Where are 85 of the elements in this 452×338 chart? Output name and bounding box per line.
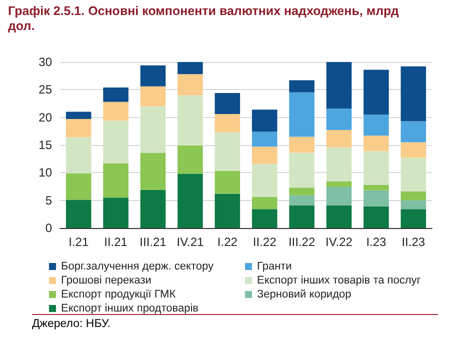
bar xyxy=(140,106,166,153)
legend-label: Грошові перекази xyxy=(61,274,152,286)
bar xyxy=(289,136,314,153)
legend-label: Експорт інших продтоварів xyxy=(61,302,199,314)
legend-label: Гранти xyxy=(257,260,292,272)
y-tick-label: 5 xyxy=(45,193,52,208)
legend-label: Борг.залучення держ. сектору xyxy=(61,260,214,272)
legend-label: Зерновий коридор xyxy=(257,288,352,300)
bar xyxy=(103,120,128,164)
x-tick-label: II.23 xyxy=(402,235,426,249)
bar xyxy=(214,92,240,114)
bar xyxy=(66,137,92,174)
bar xyxy=(178,95,203,146)
bar xyxy=(66,200,92,228)
bar xyxy=(364,136,389,152)
bar xyxy=(400,200,426,210)
bar xyxy=(178,146,203,174)
bar xyxy=(66,112,92,119)
bar xyxy=(66,118,92,138)
bar xyxy=(326,205,352,228)
legend-label: Експорт продукції ГМК xyxy=(61,288,176,300)
bar xyxy=(364,151,389,185)
bar xyxy=(66,173,92,200)
bar xyxy=(326,147,352,182)
bar xyxy=(400,209,426,228)
bar xyxy=(364,184,389,190)
bar xyxy=(326,108,352,130)
bar xyxy=(140,190,166,228)
bar xyxy=(252,146,278,164)
bar xyxy=(326,62,352,108)
bar xyxy=(289,92,314,137)
chart-title: Графік 2.5.1. Основні компоненти валютних надходжень, млрд дол. xyxy=(8,4,400,34)
bar xyxy=(178,74,203,96)
bar xyxy=(178,62,203,74)
bar xyxy=(289,80,314,92)
bar xyxy=(103,87,128,102)
bar xyxy=(400,121,426,142)
bar xyxy=(252,197,278,210)
y-tick-label: 25 xyxy=(38,82,52,97)
x-tick-label: I.21 xyxy=(68,235,89,249)
bar xyxy=(103,102,128,121)
bar xyxy=(214,132,240,172)
bar xyxy=(364,206,389,228)
bar xyxy=(214,171,240,194)
bar xyxy=(289,188,314,196)
bar xyxy=(364,70,389,115)
bar xyxy=(214,194,240,228)
y-tick-label: 30 xyxy=(38,55,52,69)
bar xyxy=(140,86,166,106)
y-tick-label: 15 xyxy=(38,138,52,152)
x-tick-label: II.22 xyxy=(252,235,277,249)
legend-label: Експорт інших товарів та послуг xyxy=(257,274,421,286)
bar xyxy=(364,114,389,136)
y-tick-label: 20 xyxy=(38,110,52,124)
bar xyxy=(252,110,278,132)
bar xyxy=(214,114,240,132)
bar xyxy=(400,66,426,122)
x-tick-label: III.21 xyxy=(140,235,167,249)
x-tick-label: II.21 xyxy=(104,235,128,249)
bar xyxy=(140,65,166,86)
y-tick-label: 10 xyxy=(38,166,52,180)
bar xyxy=(400,191,426,200)
x-tick-label: III.22 xyxy=(288,235,316,249)
bar xyxy=(103,198,128,228)
bar xyxy=(252,209,278,228)
bar xyxy=(178,174,203,228)
bar xyxy=(400,142,426,158)
y-tick-label: 0 xyxy=(45,221,52,235)
bar xyxy=(103,163,128,198)
x-tick-label: IV.22 xyxy=(326,235,353,249)
bar xyxy=(289,152,314,188)
bar xyxy=(326,182,352,188)
bar xyxy=(252,164,278,198)
bar xyxy=(326,187,352,206)
x-tick-label: I.22 xyxy=(217,235,238,249)
bar xyxy=(400,158,426,192)
bar xyxy=(140,152,166,190)
bar xyxy=(364,190,389,206)
x-tick-label: IV.21 xyxy=(176,235,204,249)
bar xyxy=(252,132,278,147)
bar xyxy=(289,205,314,228)
bar xyxy=(326,130,352,148)
text: Джерело: НБУ. xyxy=(32,318,110,330)
bar xyxy=(289,195,314,206)
x-tick-label: I.23 xyxy=(366,235,387,249)
